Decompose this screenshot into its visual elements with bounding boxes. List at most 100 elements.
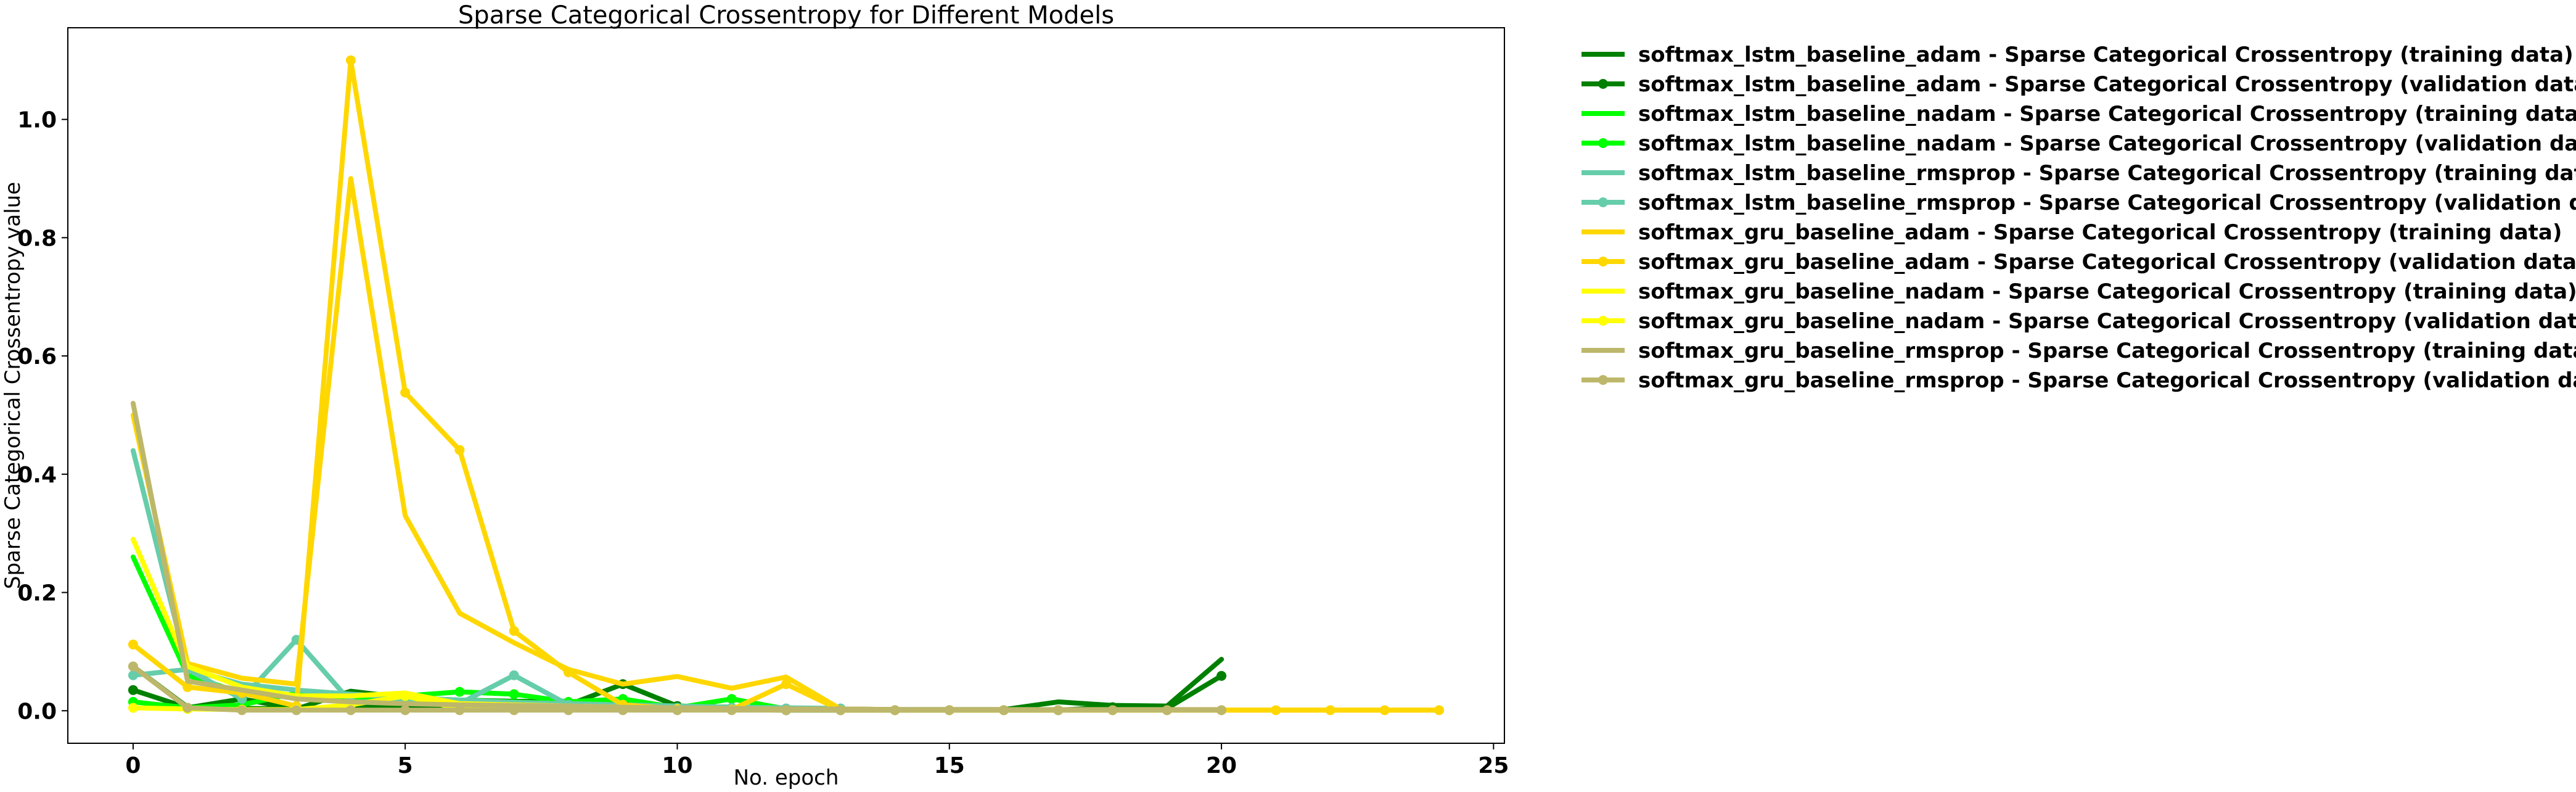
data-point [563,667,573,677]
data-point [345,705,356,716]
series-4 [130,448,843,711]
data-point [183,703,193,713]
y-axis-label: Sparse Categorical Crossentropy value [1,182,25,589]
data-point [454,445,465,455]
x-tick-label: 15 [934,753,965,778]
series-line [130,555,789,711]
data-point [128,685,138,695]
x-tick-label: 25 [1478,753,1509,778]
legend-label: softmax_lstm_baseline_rmsprop - Sparse C… [1638,191,2576,215]
legend-item: softmax_gru_baseline_nadam - Sparse Cate… [1581,309,2576,334]
data-point [454,687,465,697]
legend-item: softmax_lstm_baseline_adam - Sparse Cate… [1581,43,2574,67]
data-point [454,705,465,716]
axes-ticks: 0 5 10 15 20 25 0.0 0.2 0.4 0.6 0.8 1.0 [17,108,1509,778]
legend-marker [1598,79,1608,89]
data-point [183,682,193,692]
legend-item: softmax_lstm_baseline_rmsprop - Sparse C… [1581,161,2576,186]
data-point [618,705,628,716]
series-2 [130,555,789,711]
data-point [1271,705,1281,716]
data-point [726,694,737,704]
chart-title: Sparse Categorical Crossentropy for Diff… [458,1,1114,30]
series-7 [128,55,1445,716]
legend-label: softmax_lstm_baseline_nadam - Sparse Cat… [1638,102,2576,126]
legend-item: softmax_lstm_baseline_nadam - Sparse Cat… [1581,131,2576,156]
data-point [563,705,573,716]
data-point [509,705,519,716]
legend-label: softmax_gru_baseline_adam - Sparse Categ… [1638,220,2562,245]
legend-label: softmax_gru_baseline_rmsprop - Sparse Ca… [1638,339,2576,363]
legend-marker [1598,316,1608,326]
data-point [1162,705,1172,716]
data-point [128,670,138,680]
legend-label: softmax_lstm_baseline_adam - Sparse Cate… [1638,43,2574,67]
data-point [400,705,411,716]
y-tick-label: 0.0 [17,699,57,724]
legend-label: softmax_lstm_baseline_adam - Sparse Cate… [1638,72,2576,97]
legend-item: softmax_gru_baseline_rmsprop - Sparse Ca… [1581,368,2576,393]
data-point [128,661,138,672]
y-tick-label: 1.0 [17,108,57,133]
legend-item: softmax_gru_baseline_rmsprop - Sparse Ca… [1581,339,2576,363]
data-point [509,625,519,636]
legend-label: softmax_lstm_baseline_nadam - Sparse Cat… [1638,131,2576,156]
y-tick-label: 0.2 [17,581,57,606]
x-tick-label: 20 [1206,753,1237,778]
legend-marker [1598,197,1608,207]
legend-item: softmax_lstm_baseline_nadam - Sparse Cat… [1581,102,2576,126]
legend-label: softmax_gru_baseline_nadam - Sparse Cate… [1638,309,2576,334]
legend-label: softmax_gru_baseline_nadam - Sparse Cate… [1638,279,2576,304]
x-tick-label: 10 [662,753,692,778]
legend-marker [1598,257,1608,266]
data-point [509,689,519,699]
y-tick-label: 0.4 [17,463,57,488]
legend-label: softmax_lstm_baseline_rmsprop - Sparse C… [1638,161,2576,186]
data-point [128,703,138,713]
legend-label: softmax_gru_baseline_adam - Sparse Categ… [1638,250,2576,274]
data-point [1053,705,1064,716]
data-point [890,705,900,716]
data-point [1325,705,1335,716]
series-line [130,176,1442,713]
x-tick-label: 5 [398,753,413,778]
data-point [291,705,301,716]
data-point [672,705,683,716]
legend-item: softmax_gru_baseline_adam - Sparse Categ… [1581,250,2576,274]
data-point [1434,705,1445,716]
data-point [1379,705,1390,716]
data-point [781,705,791,716]
legend: softmax_lstm_baseline_adam - Sparse Cate… [1581,43,2576,393]
data-point [835,705,846,716]
series-6 [130,176,1442,713]
legend-item: softmax_gru_baseline_adam - Sparse Categ… [1581,220,2562,245]
legend-marker [1598,138,1608,148]
plot-area-frame [67,27,1505,744]
data-point [726,705,737,716]
x-tick-label: 0 [125,753,141,778]
data-point [400,387,411,398]
data-point [400,691,411,701]
data-point [345,55,356,65]
legend-label: softmax_gru_baseline_rmsprop - Sparse Ca… [1638,368,2576,393]
data-point [1216,670,1227,681]
data-point [999,705,1009,716]
legend-item: softmax_lstm_baseline_adam - Sparse Cate… [1581,72,2576,97]
y-tick-label: 0.8 [17,226,57,251]
legend-marker [1598,375,1608,385]
legend-item: softmax_gru_baseline_nadam - Sparse Cate… [1581,279,2576,304]
data-point [944,705,954,716]
data-point [781,679,791,690]
data-point [128,639,138,650]
data-point [237,705,247,716]
data-point [1107,705,1118,716]
data-point [1216,705,1227,716]
x-axis-label: No. epoch [734,765,839,790]
series-line [130,448,843,711]
data-point [509,670,519,680]
legend-item: softmax_lstm_baseline_rmsprop - Sparse C… [1581,191,2576,215]
series-11 [128,661,1227,716]
series-group [128,55,1445,716]
y-tick-label: 0.6 [17,344,57,369]
